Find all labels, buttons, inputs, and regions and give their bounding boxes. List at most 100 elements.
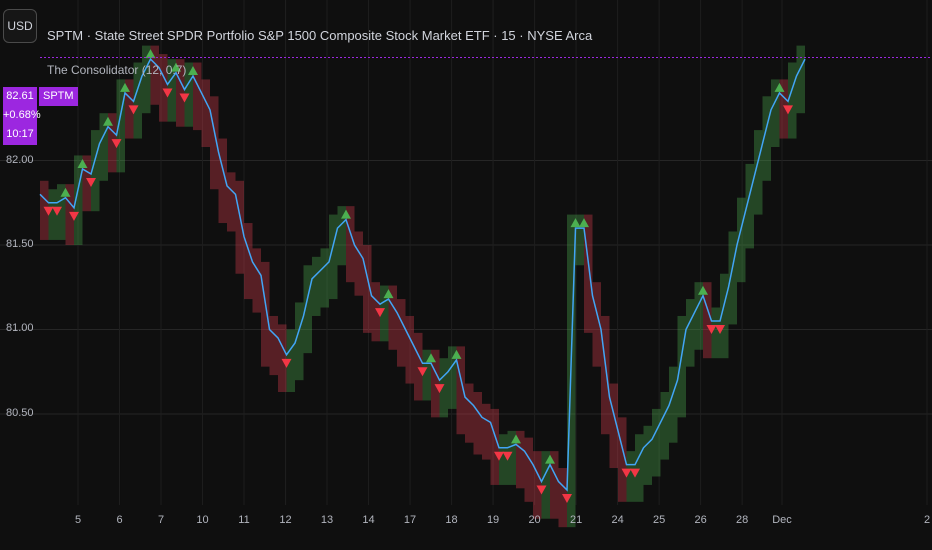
indicator-label[interactable]: The Consolidator (12, 0.7) xyxy=(47,63,187,77)
bear-band xyxy=(108,113,117,173)
bear-band xyxy=(210,96,219,190)
y-tick-label: 81.50 xyxy=(6,238,34,250)
bear-band xyxy=(473,392,482,455)
bear-band xyxy=(40,180,49,240)
bull-band xyxy=(711,307,720,359)
bull-band xyxy=(686,299,695,367)
down-marker xyxy=(128,105,139,115)
down-marker xyxy=(417,367,428,377)
down-marker xyxy=(43,206,54,216)
down-marker xyxy=(562,494,572,503)
y-tick-label: 82.00 xyxy=(6,153,34,166)
up-marker xyxy=(570,218,581,228)
bull-band xyxy=(720,273,729,359)
bull-band xyxy=(337,206,346,266)
chart-title: SPTM · State Street SPDR Portfolio S&P 1… xyxy=(47,28,593,43)
bull-band xyxy=(796,45,805,114)
bull-band xyxy=(575,214,584,266)
x-tick-label: 26 xyxy=(694,514,707,526)
bear-band xyxy=(201,79,210,147)
bull-band xyxy=(448,346,457,409)
bear-band xyxy=(456,346,465,435)
bull-band xyxy=(312,256,321,316)
bear-band xyxy=(244,223,253,300)
bear-band xyxy=(405,315,414,384)
bear-band xyxy=(150,45,159,105)
down-marker xyxy=(715,325,725,335)
bull-band xyxy=(303,265,312,354)
x-tick-label: 12 xyxy=(279,514,292,526)
up-marker xyxy=(77,158,88,168)
bull-band xyxy=(329,214,338,300)
bear-band xyxy=(779,79,788,139)
down-marker xyxy=(52,206,62,216)
bull-band xyxy=(439,358,448,418)
x-tick-label: 5 xyxy=(74,514,82,526)
price-change: +0.68% xyxy=(3,109,41,121)
down-marker xyxy=(69,211,79,221)
up-marker xyxy=(145,49,156,59)
x-tick-label: 19 xyxy=(486,514,500,526)
price-line xyxy=(39,57,806,492)
bar-countdown: 10:17 xyxy=(6,128,34,140)
down-marker xyxy=(783,105,793,115)
bull-band xyxy=(541,451,550,519)
bull-band xyxy=(499,434,508,485)
bear-band xyxy=(584,214,593,333)
x-tick-label: 21 xyxy=(569,514,583,526)
bull-band xyxy=(133,62,142,139)
up-marker xyxy=(511,434,521,444)
bear-band xyxy=(397,299,406,367)
x-tick-label: 18 xyxy=(445,514,458,526)
bull-band xyxy=(380,285,389,342)
bear-band xyxy=(363,245,372,333)
x-tick-label: 17 xyxy=(403,514,417,526)
bear-band xyxy=(703,282,712,359)
down-marker xyxy=(494,451,504,461)
bear-band xyxy=(261,261,270,367)
x-tick-label: Dec xyxy=(772,514,792,526)
down-marker xyxy=(375,308,385,318)
down-marker xyxy=(179,93,190,103)
x-tick-label: 7 xyxy=(157,514,165,526)
bear-band xyxy=(346,206,355,283)
bull-band xyxy=(694,282,703,350)
bear-band xyxy=(431,349,440,418)
y-tick-label: 81.00 xyxy=(6,322,34,335)
bear-band xyxy=(82,155,91,212)
down-marker xyxy=(536,485,547,495)
up-marker xyxy=(579,218,589,228)
down-marker xyxy=(621,468,632,478)
x-tick-label: 25 xyxy=(652,514,666,526)
down-marker xyxy=(706,325,717,335)
bear-band xyxy=(558,468,567,528)
up-marker xyxy=(60,187,71,197)
bull-band xyxy=(142,45,151,114)
bull-band xyxy=(669,366,678,443)
bull-band xyxy=(745,163,754,249)
bear-band xyxy=(278,324,287,392)
bull-band xyxy=(116,79,125,173)
down-marker xyxy=(434,384,445,394)
bear-band xyxy=(414,332,423,401)
down-marker xyxy=(630,468,640,478)
x-tick-label: 20 xyxy=(528,514,541,526)
currency-button[interactable]: USD xyxy=(3,9,37,43)
up-marker xyxy=(774,82,785,92)
bull-band xyxy=(74,155,83,245)
x-tick-label: 6 xyxy=(116,514,123,526)
up-marker xyxy=(698,285,708,295)
bear-band xyxy=(193,62,202,131)
bull-band xyxy=(626,451,635,502)
down-marker xyxy=(281,358,292,368)
up-marker xyxy=(341,209,351,219)
bear-band xyxy=(533,451,542,519)
x-tick-label: 2 xyxy=(923,514,931,526)
bull-band xyxy=(754,130,763,215)
bear-band xyxy=(269,315,278,376)
bull-band xyxy=(167,59,176,122)
up-marker xyxy=(120,82,130,92)
bear-band xyxy=(465,383,474,443)
bear-band xyxy=(609,383,618,469)
